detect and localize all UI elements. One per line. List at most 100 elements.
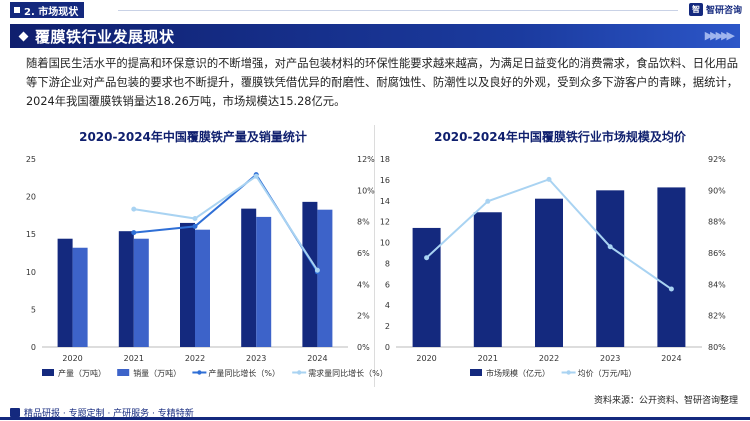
y2-tick-label: 8% bbox=[357, 218, 370, 227]
x-tick-label: 2020 bbox=[416, 354, 436, 363]
bar-primary bbox=[473, 212, 502, 347]
x-tick-label: 2024 bbox=[661, 354, 681, 363]
series-line bbox=[133, 174, 319, 271]
bar-primary bbox=[302, 201, 318, 347]
brand-icon: 智 bbox=[688, 3, 703, 16]
y2-tick-label: 6% bbox=[357, 249, 370, 258]
bar-primary bbox=[596, 190, 625, 347]
legend-marker bbox=[297, 370, 302, 375]
legend-label: 需求量同比增长（%） bbox=[308, 368, 388, 378]
y2-tick-label: 86% bbox=[708, 249, 726, 258]
brand-logo: 智 智研咨询 bbox=[688, 3, 742, 16]
x-tick-label: 2021 bbox=[124, 354, 144, 363]
series-point bbox=[607, 244, 613, 250]
series-point bbox=[131, 206, 137, 212]
y2-tick-label: 12% bbox=[357, 155, 375, 164]
intro-paragraph: 随着国民生活水平的提高和环保意识的不断增强，对产品包装材料的环保性能要求越来越高… bbox=[26, 57, 738, 108]
y-tick-label: 10 bbox=[380, 239, 390, 248]
x-tick-label: 2021 bbox=[478, 354, 498, 363]
footer-tagline: 精品研报 · 专题定制 · 产研服务 · 专精特新 bbox=[10, 406, 194, 419]
section-badge: 2. 市场现状 bbox=[10, 2, 85, 18]
y2-tick-label: 2% bbox=[357, 312, 370, 321]
y-tick-label: 0 bbox=[31, 343, 36, 352]
x-tick-label: 2023 bbox=[600, 354, 620, 363]
series-point bbox=[131, 230, 137, 236]
series-point bbox=[192, 223, 198, 229]
legend-label: 均价（万元/吨） bbox=[578, 368, 637, 378]
legend-swatch bbox=[117, 369, 130, 376]
y-tick-label: 16 bbox=[380, 176, 390, 185]
chart-title-market: 2020-2024年中国覆膜铁行业市场规模及均价 bbox=[434, 130, 686, 144]
y2-tick-label: 80% bbox=[708, 343, 726, 352]
series-point bbox=[192, 216, 198, 222]
y2-tick-label: 90% bbox=[708, 186, 726, 195]
series-point bbox=[424, 255, 430, 261]
series-point bbox=[253, 173, 259, 179]
y-tick-label: 18 bbox=[380, 155, 390, 164]
brand-name: 智研咨询 bbox=[705, 6, 742, 16]
y-tick-label: 14 bbox=[380, 197, 390, 206]
y-tick-label: 2 bbox=[385, 322, 390, 331]
y-tick-label: 8 bbox=[385, 259, 390, 268]
legend-label: 市场规模（亿元） bbox=[486, 368, 550, 378]
series-line bbox=[133, 173, 319, 273]
y2-tick-label: 88% bbox=[708, 218, 726, 227]
y2-tick-label: 84% bbox=[708, 280, 726, 289]
series-point bbox=[485, 198, 491, 204]
series-point bbox=[314, 267, 320, 273]
bar-primary bbox=[241, 208, 257, 347]
y-tick-label: 5 bbox=[31, 305, 36, 314]
y-tick-label: 15 bbox=[26, 230, 36, 239]
bar-primary bbox=[180, 222, 195, 347]
bar-secondary bbox=[72, 247, 88, 347]
legend-label: 产量同比增长（%） bbox=[208, 368, 280, 378]
legend-label: 销量（万吨） bbox=[133, 368, 181, 378]
y-tick-label: 10 bbox=[26, 268, 36, 277]
bar-secondary bbox=[133, 238, 149, 347]
x-tick-label: 2022 bbox=[539, 354, 559, 363]
series-point bbox=[546, 176, 552, 182]
bar-secondary bbox=[317, 209, 333, 347]
header-divider bbox=[118, 10, 678, 11]
chart-title-production: 2020-2024年中国覆膜铁产量及销量统计 bbox=[79, 130, 307, 144]
section-label: 2. 市场现状 bbox=[24, 6, 79, 18]
y2-tick-label: 0% bbox=[357, 343, 370, 352]
series-point bbox=[668, 286, 674, 292]
legend-marker bbox=[566, 370, 571, 375]
y-tick-label: 4 bbox=[385, 301, 390, 310]
x-tick-label: 2022 bbox=[185, 354, 205, 363]
bar-secondary bbox=[195, 229, 210, 347]
source-note: 资料来源：公开资料、智研咨询整理 bbox=[593, 396, 738, 406]
bar-primary bbox=[657, 187, 686, 347]
x-tick-label: 2020 bbox=[62, 354, 82, 363]
arrows-decoration-icon: ▶▶▶▶▶ bbox=[704, 29, 735, 42]
bottom-line bbox=[0, 417, 750, 420]
bar-secondary bbox=[256, 216, 272, 347]
bar-primary bbox=[57, 238, 73, 347]
legend-label: 产量（万吨） bbox=[58, 368, 106, 378]
y2-tick-label: 4% bbox=[357, 280, 370, 289]
y-tick-label: 25 bbox=[26, 155, 36, 164]
y-tick-label: 20 bbox=[26, 193, 36, 202]
x-tick-label: 2024 bbox=[307, 354, 327, 363]
page-title: 覆膜铁行业发展现状 bbox=[35, 27, 175, 46]
legend-marker bbox=[197, 370, 202, 375]
y-tick-label: 0 bbox=[385, 343, 390, 352]
y2-tick-label: 92% bbox=[708, 155, 726, 164]
bar-primary bbox=[118, 231, 134, 347]
y-tick-label: 12 bbox=[380, 218, 390, 227]
footer-tagline-text: 精品研报 · 专题定制 · 产研服务 · 专精特新 bbox=[24, 409, 194, 419]
x-tick-label: 2023 bbox=[246, 354, 266, 363]
book-icon bbox=[10, 408, 20, 417]
bar-primary bbox=[535, 198, 563, 347]
y2-tick-label: 10% bbox=[357, 186, 375, 195]
page-title-bar: 覆膜铁行业发展现状 ▶▶▶▶▶ bbox=[10, 24, 740, 48]
y-tick-label: 6 bbox=[385, 280, 390, 289]
legend-swatch bbox=[470, 369, 482, 376]
legend-swatch bbox=[42, 369, 54, 376]
square-icon bbox=[14, 7, 20, 13]
top-bar: 2. 市场现状 智 智研咨询 bbox=[0, 0, 750, 20]
bar-primary bbox=[412, 227, 441, 347]
y2-tick-label: 82% bbox=[708, 312, 726, 321]
